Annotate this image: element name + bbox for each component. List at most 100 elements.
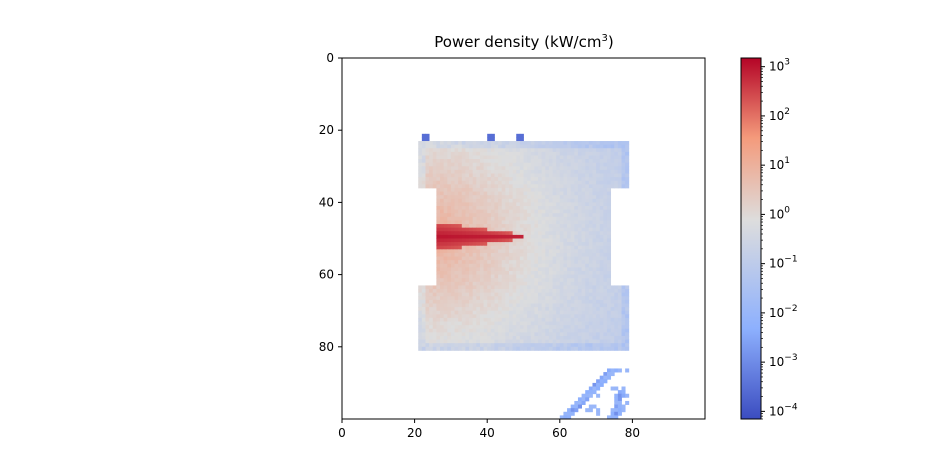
heatmap-cell xyxy=(588,328,593,333)
heatmap-cell xyxy=(541,213,546,218)
heatmap-cell xyxy=(581,180,586,185)
heatmap-cell xyxy=(574,267,579,272)
heatmap-cell xyxy=(512,346,517,351)
heatmap-cell xyxy=(465,195,470,200)
heatmap-cell xyxy=(425,332,430,337)
heatmap-cell xyxy=(541,173,546,178)
heatmap-cell xyxy=(447,184,452,189)
heatmap-cell xyxy=(454,173,459,178)
heatmap-cell xyxy=(606,346,612,351)
heatmap-cell xyxy=(588,216,593,221)
heatmap-cell xyxy=(563,310,568,315)
heatmap-cell xyxy=(588,393,593,398)
heatmap-cell xyxy=(461,307,466,312)
heatmap-cell xyxy=(436,281,441,286)
heatmap-cell xyxy=(443,346,448,351)
heatmap-cell xyxy=(505,169,510,174)
heatmap-cell xyxy=(538,328,543,333)
heatmap-cell xyxy=(440,274,445,279)
heatmap-cell xyxy=(570,328,575,333)
heatmap-cell xyxy=(476,151,481,156)
heatmap-cell xyxy=(545,220,550,225)
heatmap-cell xyxy=(494,303,499,308)
heatmap-cell xyxy=(606,314,612,319)
heatmap-cell xyxy=(617,325,622,330)
heatmap-cell xyxy=(617,314,622,319)
heatmap-cell xyxy=(592,231,597,236)
heatmap-cell xyxy=(432,285,437,290)
heatmap-cell xyxy=(512,151,517,156)
heatmap-cell xyxy=(512,249,517,254)
heatmap-cell xyxy=(472,299,477,304)
heatmap-cell xyxy=(436,339,441,344)
heatmap-cell xyxy=(585,278,590,283)
heatmap-cell xyxy=(425,169,430,174)
heatmap-cell xyxy=(559,234,564,239)
heatmap-cell xyxy=(516,242,521,247)
heatmap-cell xyxy=(472,224,477,229)
heatmap-cell xyxy=(614,159,619,164)
heatmap-cell xyxy=(541,184,546,189)
heatmap-cell xyxy=(487,310,492,315)
heatmap-cell xyxy=(577,195,582,200)
heatmap-cell xyxy=(454,213,459,218)
heatmap-cell xyxy=(476,281,481,286)
heatmap-cell xyxy=(588,270,593,275)
heatmap-cell xyxy=(556,173,561,178)
heatmap-cell xyxy=(541,274,546,279)
heatmap-cell xyxy=(606,335,612,340)
heatmap-cell xyxy=(458,220,463,225)
heatmap-cell xyxy=(541,169,546,174)
heatmap-cell xyxy=(610,386,615,391)
heatmap-cell xyxy=(508,184,514,189)
heatmap-cell xyxy=(545,289,550,294)
heatmap-cell xyxy=(592,321,597,326)
heatmap-cell xyxy=(490,310,495,315)
heatmap-cell xyxy=(519,299,524,304)
heatmap-cell xyxy=(552,245,557,250)
heatmap-cell xyxy=(559,151,564,156)
heatmap-cell xyxy=(519,335,524,340)
heatmap-cell xyxy=(563,274,568,279)
heatmap-cell xyxy=(592,220,597,225)
heatmap-cell xyxy=(606,180,612,185)
heatmap-cell xyxy=(494,184,499,189)
heatmap-cell xyxy=(519,245,524,250)
heatmap-cell xyxy=(508,339,514,344)
heatmap-cell xyxy=(421,148,426,153)
heatmap-cell xyxy=(461,296,466,301)
heatmap-cell xyxy=(581,191,586,196)
heatmap-cell xyxy=(512,274,517,279)
heatmap-cell xyxy=(538,343,543,348)
heatmap-cell xyxy=(570,155,575,160)
heatmap-cell xyxy=(476,314,481,319)
heatmap-cell xyxy=(545,151,550,156)
heatmap-cell xyxy=(432,332,437,337)
heatmap-cell xyxy=(570,151,575,156)
heatmap-cell xyxy=(585,220,590,225)
heatmap-cell xyxy=(418,148,423,153)
heatmap-cell xyxy=(443,216,448,221)
heatmap-cell xyxy=(552,234,557,239)
heatmap-cell xyxy=(552,159,557,164)
heatmap-cell xyxy=(498,198,503,203)
heatmap-cell xyxy=(592,227,597,232)
x-tick-label: 0 xyxy=(338,426,346,440)
heatmap-cell xyxy=(450,209,455,214)
heatmap-cell xyxy=(610,148,615,153)
heatmap-cell xyxy=(603,256,608,261)
heatmap-cell xyxy=(614,343,619,348)
heatmap-cell xyxy=(519,281,524,286)
heatmap-cell xyxy=(505,274,510,279)
heatmap-cell xyxy=(512,216,517,221)
heatmap-cell xyxy=(570,339,575,344)
heatmap-cell xyxy=(421,339,426,344)
heatmap-cell xyxy=(440,148,445,153)
heatmap-cell xyxy=(469,346,474,351)
heatmap-cell xyxy=(458,317,463,322)
heatmap-cell xyxy=(606,187,612,192)
heatmap-cell xyxy=(512,292,517,297)
heatmap-cell xyxy=(440,325,445,330)
heatmap-cell xyxy=(563,343,568,348)
heatmap-cell xyxy=(512,303,517,308)
